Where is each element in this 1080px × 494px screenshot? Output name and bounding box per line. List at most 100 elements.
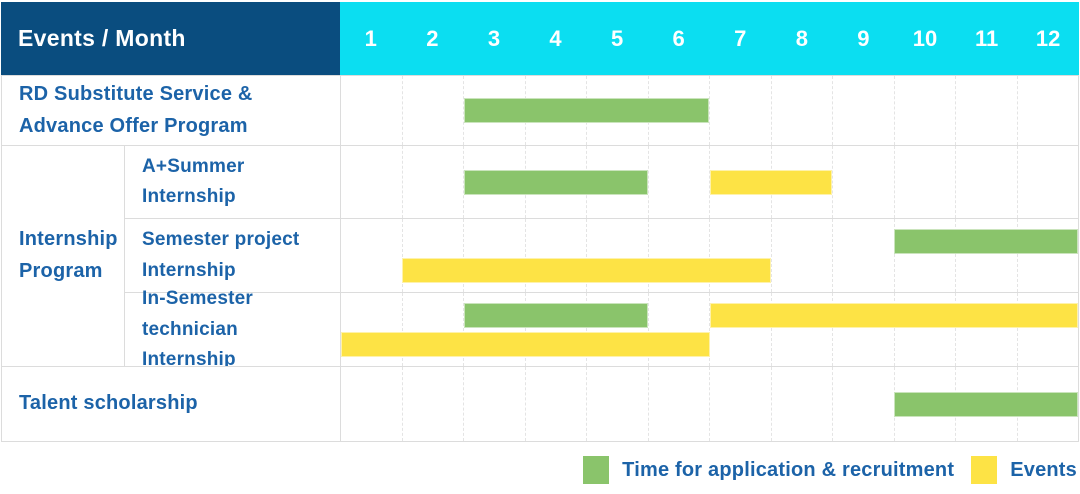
- month-gridline-cell: [893, 76, 956, 145]
- row-label: In-Semester technician Internship: [124, 288, 340, 370]
- month-header-cell: 6: [672, 25, 685, 51]
- label-line: In-Semester: [142, 288, 253, 310]
- chart-row: [340, 366, 1079, 441]
- month-gridline-cell: [770, 76, 833, 145]
- legend: Time for application & recruitment Event…: [583, 456, 1077, 484]
- gantt-bar-events: [709, 169, 833, 195]
- bar-line: [341, 257, 1078, 283]
- month-gridline-cell: [586, 367, 648, 441]
- month-gridline-cell: [647, 367, 710, 441]
- month-gridline-cell: [401, 76, 464, 145]
- month-gridline-cell: [955, 76, 1017, 145]
- label-line: technician Internship: [142, 318, 238, 370]
- chart-row: [340, 218, 1079, 292]
- month-gridline-cell: [463, 367, 525, 441]
- chart-row: [340, 292, 1079, 366]
- bar-line: [341, 169, 1078, 195]
- month-gridline-cell: [1016, 146, 1079, 218]
- label-line: Semester project: [142, 229, 300, 251]
- month-header-cell: 7: [734, 25, 747, 51]
- month-header-row: 1 2 3 4 5 6 7 8 9 10 11 12: [340, 2, 1079, 75]
- legend-label-events: Events: [1010, 458, 1077, 481]
- month-gridline-cell: [1016, 219, 1079, 292]
- month-header-cell: 2: [426, 25, 439, 51]
- month-gridline-cell: [524, 293, 587, 366]
- group-label: Internship Program: [1, 145, 124, 366]
- gantt-bar-events: [402, 257, 771, 283]
- month-gridline-cell: [401, 219, 464, 292]
- month-gridline-cell: [586, 293, 648, 366]
- month-gridline-cell: [463, 146, 525, 218]
- month-gridline-cell: [647, 293, 710, 366]
- gantt-bar-events: [341, 331, 710, 357]
- month-header-cell: 12: [1035, 25, 1061, 51]
- gantt-bar-application: [463, 98, 710, 123]
- month-header-cell: 9: [857, 25, 870, 51]
- month-gridline-cell: [832, 146, 894, 218]
- month-header-cell: 10: [912, 25, 938, 51]
- month-gridline-cell: [832, 293, 894, 366]
- label-line: Internship: [142, 186, 236, 207]
- row-label: RD Substitute Service & Advance Offer Pro…: [1, 75, 340, 145]
- row-label: A+Summer Internship: [124, 145, 340, 218]
- label-line: RD Substitute Service &: [19, 82, 253, 105]
- month-gridline-cell: [647, 219, 710, 292]
- month-gridline-cell: [463, 293, 525, 366]
- bar-line: [341, 228, 1078, 254]
- month-header-cell: 3: [487, 25, 501, 51]
- month-gridline-cell: [955, 146, 1017, 218]
- month-gridline-cell: [463, 219, 525, 292]
- events-month-header: Events / Month: [1, 2, 340, 75]
- label-line: Talent scholarship: [19, 392, 198, 415]
- month-header-cell: 8: [795, 25, 808, 51]
- legend-item-events: Events: [971, 456, 1077, 484]
- month-gridline-cell: [709, 219, 771, 292]
- month-header-cell: 11: [974, 25, 999, 51]
- month-gridline-cell: [709, 146, 771, 218]
- month-gridline-cell: [770, 367, 833, 441]
- month-gridlines: [341, 219, 1078, 292]
- legend-label-application: Time for application & recruitment: [622, 458, 955, 481]
- month-gridline-cell: [832, 367, 894, 441]
- month-gridline-cell: [463, 76, 525, 145]
- application-swatch: [583, 456, 610, 484]
- month-gridline-cell: [401, 146, 464, 218]
- month-header-cell: 4: [549, 25, 562, 51]
- month-gridline-cell: [893, 293, 956, 366]
- month-gridline-cell: [401, 367, 464, 441]
- bar-line: [341, 98, 1078, 123]
- label-line: Internship: [19, 228, 118, 251]
- month-gridline-cell: [955, 293, 1017, 366]
- gantt-bar-application: [463, 302, 649, 328]
- legend-item-application: Time for application & recruitment: [583, 456, 954, 484]
- month-header-cell: 1: [364, 25, 377, 51]
- label-line: Advance Offer Program: [19, 114, 248, 137]
- month-gridline-cell: [832, 219, 894, 292]
- month-gridline-cell: [1016, 293, 1079, 366]
- gantt-bar-application: [893, 391, 1078, 417]
- gantt-bar-application: [893, 228, 1078, 254]
- month-gridline-cell: [524, 367, 587, 441]
- month-gridline-cell: [832, 76, 894, 145]
- gantt-bar-application: [463, 169, 649, 195]
- month-gridline-cell: [709, 76, 771, 145]
- month-gridline-cell: [586, 219, 648, 292]
- month-gridline-cell: [401, 293, 464, 366]
- month-gridline-cell: [524, 219, 587, 292]
- month-gridline-cell: [709, 293, 771, 366]
- month-header-cell: 5: [610, 25, 624, 51]
- events-swatch: [971, 456, 998, 484]
- row-label: Talent scholarship: [1, 366, 340, 441]
- month-gridline-cell: [709, 367, 771, 441]
- month-gridlines: [341, 293, 1078, 366]
- row-label: Semester project Internship: [124, 218, 340, 292]
- label-line: A+Summer: [142, 155, 245, 177]
- chart-row: [340, 75, 1079, 145]
- bar-line: [341, 302, 1078, 328]
- month-gridline-cell: [1016, 76, 1079, 145]
- month-gridline-cell: [955, 219, 1017, 292]
- gantt-table: Events / Month 1 2 3 4 5 6 7 8 9 10 11 12 RD Substi…: [1, 2, 1079, 442]
- label-line: Program: [19, 260, 103, 282]
- month-gridline-cell: [770, 293, 833, 366]
